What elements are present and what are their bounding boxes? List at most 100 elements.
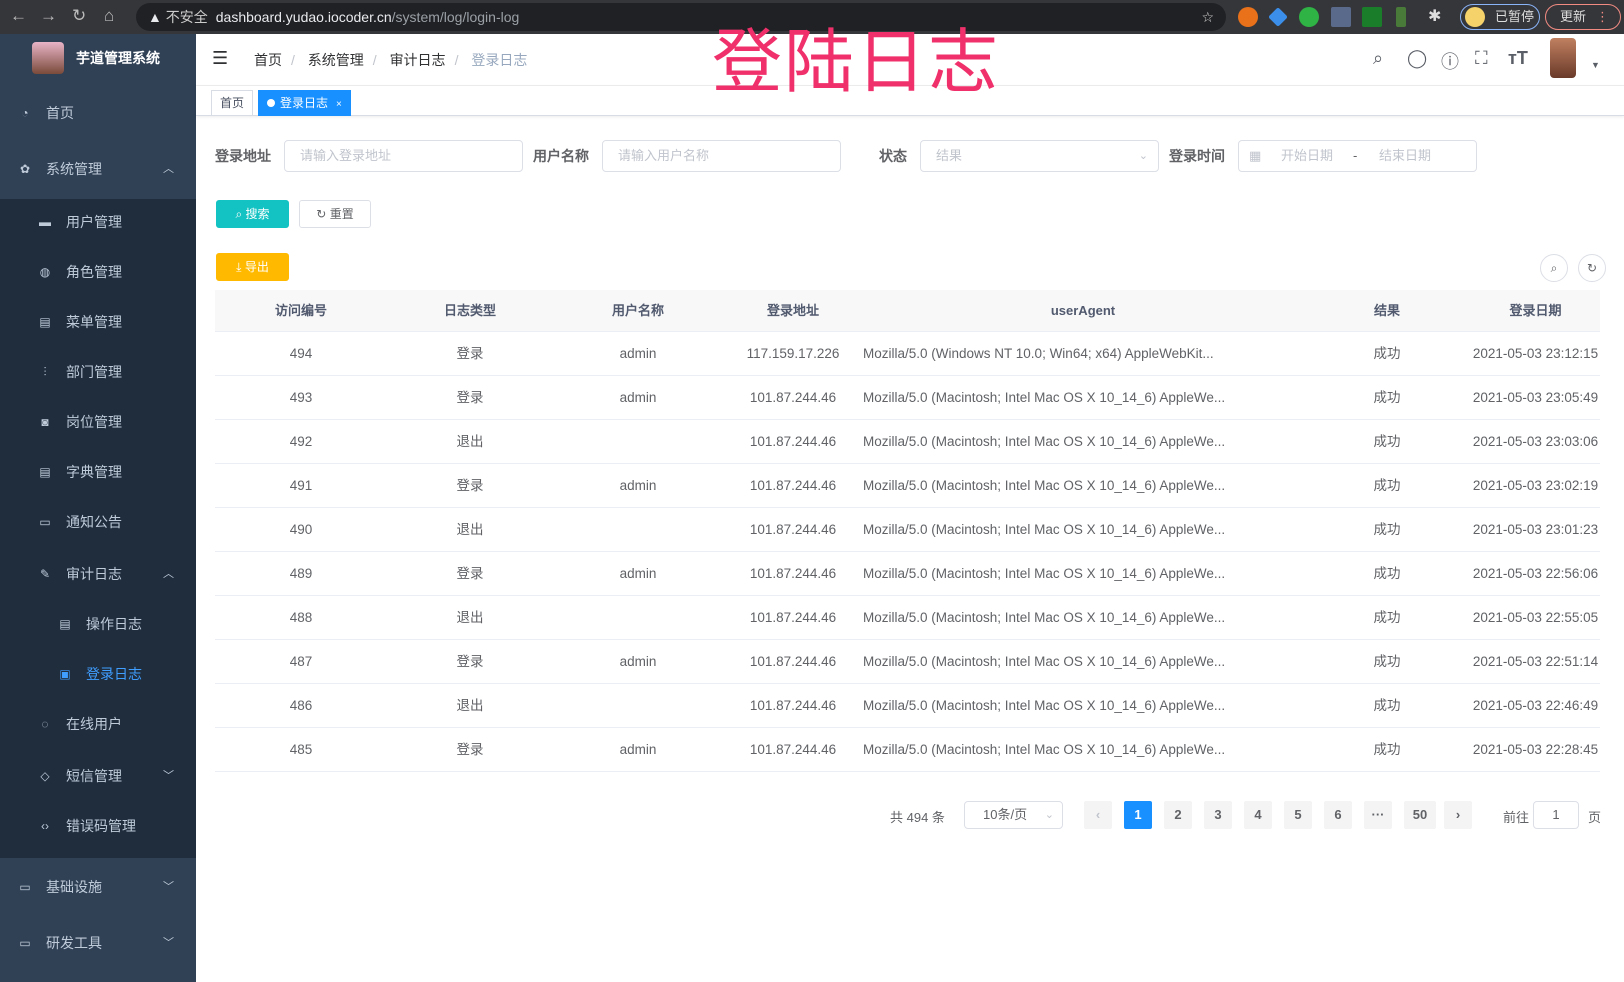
- page-button[interactable]: ···: [1364, 801, 1392, 829]
- extension-icon[interactable]: [1331, 7, 1351, 27]
- table-cell: 117.159.17.226: [746, 346, 840, 361]
- toggle-search-button[interactable]: ⌕: [1540, 254, 1568, 282]
- update-button[interactable]: 更新 ⋮: [1545, 4, 1621, 30]
- breadcrumb-item: 登录日志: [471, 52, 528, 68]
- help-icon[interactable]: ⓘ: [1441, 52, 1459, 72]
- extension-icon[interactable]: [1268, 7, 1288, 27]
- prev-page-button[interactable]: ‹: [1084, 801, 1112, 829]
- username-input[interactable]: 请输入用户名称: [602, 140, 841, 172]
- reload-icon[interactable]: ↻: [72, 6, 87, 25]
- reset-button[interactable]: ↻ 重置: [299, 200, 371, 228]
- hamburger-icon[interactable]: ☰: [212, 48, 229, 68]
- end-date-input[interactable]: 结束日期: [1379, 148, 1432, 163]
- page-button[interactable]: 4: [1244, 801, 1272, 829]
- table-cell: 101.87.244.46: [749, 478, 837, 493]
- forward-icon[interactable]: →: [40, 6, 57, 25]
- tag-home[interactable]: 首页: [211, 90, 254, 116]
- close-icon[interactable]: ×: [336, 99, 342, 110]
- puzzle-icon[interactable]: ✱: [1428, 8, 1442, 25]
- table-cell: Mozilla/5.0 (Windows NT 10.0; Win64; x64…: [863, 346, 1214, 361]
- sidebar-item-15[interactable]: ▭ 基础设施 ﹀: [0, 862, 196, 912]
- page-button[interactable]: 50: [1404, 801, 1436, 829]
- sidebar-item-8[interactable]: ▭ 通知公告: [0, 497, 196, 547]
- ip-label: 登录地址: [215, 148, 271, 164]
- download-icon: ⤓: [236, 260, 245, 274]
- navbar: [196, 34, 1624, 86]
- sidebar-item-11[interactable]: ▣ 登录日志: [0, 649, 196, 699]
- sidebar-item-10[interactable]: ▤ 操作日志: [0, 599, 196, 649]
- sidebar-item-3[interactable]: ◍ 角色管理: [0, 247, 196, 297]
- back-icon[interactable]: ←: [10, 6, 27, 25]
- sidebar-item-14[interactable]: ‹› 错误码管理: [0, 801, 196, 851]
- font-size-icon[interactable]: ᴛT: [1508, 48, 1528, 68]
- home-icon[interactable]: ⌂: [104, 6, 115, 25]
- search-icon[interactable]: ⌕: [1373, 48, 1384, 68]
- code-icon: ‹›: [41, 819, 49, 833]
- sidebar-item-1[interactable]: ✿ 系统管理 ︿: [0, 144, 196, 194]
- chevron-icon: ︿: [163, 568, 174, 580]
- refresh-button[interactable]: ↻: [1578, 254, 1606, 282]
- sidebar-item-2[interactable]: ▬ 用户管理: [0, 197, 196, 247]
- page-button[interactable]: 6: [1324, 801, 1352, 829]
- breadcrumb-item[interactable]: 首页: [254, 52, 282, 68]
- ip-input[interactable]: 请输入登录地址: [284, 140, 523, 172]
- table-cell: 2021-05-03 22:51:14: [1472, 654, 1599, 669]
- column-header: 访问编号: [274, 303, 327, 318]
- export-button[interactable]: ⤓ 导出: [216, 253, 289, 281]
- sidebar-item-9[interactable]: ✎ 审计日志 ︿: [0, 549, 196, 599]
- app-title: 芋道管理系统: [76, 50, 160, 66]
- breadcrumb-item[interactable]: 审计日志: [389, 52, 446, 68]
- table-cell: 成功: [1373, 390, 1401, 405]
- page-button[interactable]: 2: [1164, 801, 1192, 829]
- table-cell: 登录: [456, 478, 484, 493]
- user-icon: ▬: [39, 215, 51, 229]
- page-button[interactable]: 1: [1124, 801, 1152, 829]
- sidebar-item-0[interactable]: ◔ 首页: [0, 88, 196, 138]
- breadcrumb-item[interactable]: 系统管理: [307, 52, 364, 68]
- profile-button[interactable]: 已暂停: [1460, 4, 1540, 30]
- dashboard-icon: ◔: [21, 106, 29, 120]
- overlay-title: 登陆日志: [712, 21, 1000, 103]
- sidebar-item-16[interactable]: ▭ 研发工具 ﹀: [0, 918, 196, 968]
- github-icon[interactable]: ◯: [1407, 48, 1428, 68]
- column-header: 用户名称: [611, 303, 664, 318]
- avatar[interactable]: [1550, 38, 1576, 78]
- sidebar-item-4[interactable]: ▤ 菜单管理: [0, 297, 196, 347]
- role-icon: ◍: [39, 265, 51, 279]
- status-select[interactable]: 结果 ⌄: [920, 140, 1159, 172]
- fullscreen-icon[interactable]: ⛶: [1475, 48, 1488, 68]
- table-row: 492 退出 101.87.244.46 Mozilla/5.0 (Macintosh…: [215, 420, 1600, 464]
- sidebar-item-12[interactable]: ◌ 在线用户: [0, 699, 196, 749]
- table-cell: 489: [289, 566, 313, 581]
- sidebar-item-7[interactable]: ▤ 字典管理: [0, 447, 196, 497]
- sidebar-item-6[interactable]: ◙ 岗位管理: [0, 397, 196, 447]
- table-cell: admin: [619, 390, 657, 405]
- column-header: userAgent: [1050, 303, 1116, 318]
- page-size-select[interactable]: 10条/页 ⌄: [964, 801, 1063, 829]
- profile-avatar-icon: [1465, 7, 1485, 27]
- table-cell: 登录: [456, 566, 484, 581]
- page-button[interactable]: 3: [1204, 801, 1232, 829]
- sidebar-item-13[interactable]: ◇ 短信管理 ﹀: [0, 751, 196, 801]
- page-button[interactable]: 5: [1284, 801, 1312, 829]
- address-bar[interactable]: ▲ 不安全 dashboard.yudao.iocoder.cn/system/l…: [136, 3, 1226, 31]
- extension-icon[interactable]: [1299, 7, 1319, 27]
- goto-page-input[interactable]: 1: [1533, 801, 1579, 829]
- more-icon: ⋮: [1596, 9, 1610, 24]
- date-range-picker[interactable]: ▦ 开始日期 - 结束日期: [1238, 140, 1477, 172]
- table-row: 488 退出 101.87.244.46 Mozilla/5.0 (Macintosh…: [215, 596, 1600, 640]
- calendar-icon: ▦: [1249, 148, 1262, 163]
- extension-icon[interactable]: [1238, 7, 1258, 27]
- tags-view: [196, 86, 1624, 116]
- extension-icon[interactable]: [1362, 7, 1382, 27]
- sidebar-item-5[interactable]: ⫶ 部门管理: [0, 347, 196, 397]
- search-button[interactable]: ⌕ 搜索: [216, 200, 289, 228]
- extension-icon[interactable]: [1396, 7, 1406, 27]
- table-cell: 101.87.244.46: [749, 742, 837, 757]
- start-date-input[interactable]: 开始日期: [1281, 148, 1334, 163]
- tag-login-log[interactable]: 登录日志 ×: [258, 90, 351, 116]
- table-cell: 成功: [1373, 654, 1401, 669]
- next-page-button[interactable]: ›: [1444, 801, 1472, 829]
- caret-down-icon[interactable]: ▼: [1591, 60, 1600, 70]
- star-icon[interactable]: ☆: [1201, 9, 1214, 25]
